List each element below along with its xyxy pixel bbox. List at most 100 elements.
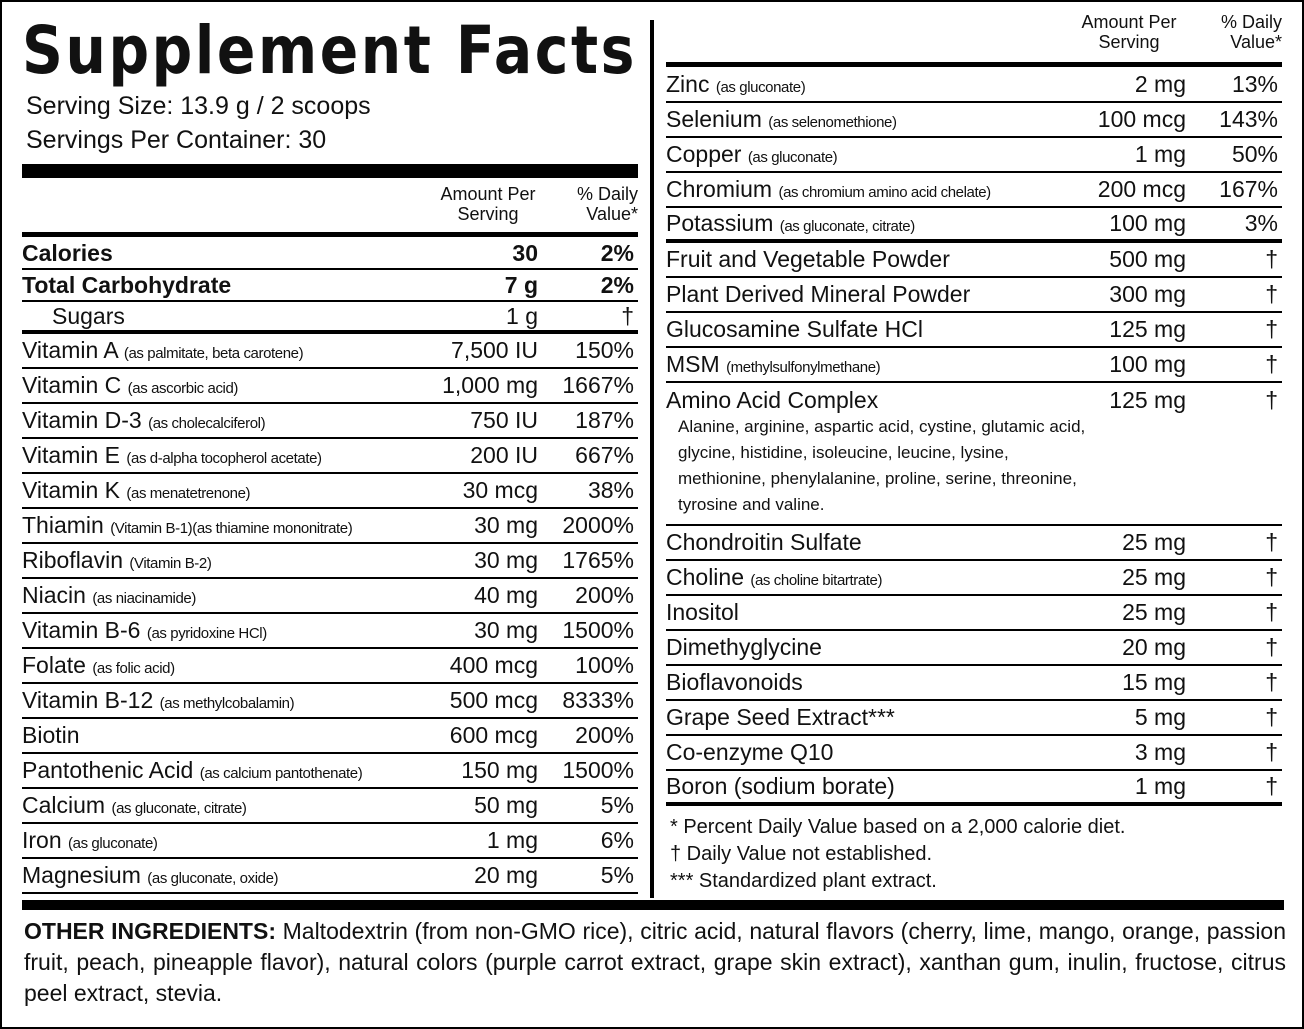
daily-value: 1667%: [562, 372, 634, 398]
nutrient-cell: Fruit and Vegetable Powder: [666, 246, 1056, 273]
nutrient-note: (as gluconate): [747, 149, 838, 166]
daily-value: 200%: [575, 722, 634, 748]
nutrient-note: (as gluconate, citrate): [111, 800, 247, 817]
nutrient-name: Dimethyglycine: [666, 634, 822, 660]
nutrient-row: MSM (methylsulfonylmethane) 100 mg †: [666, 348, 1282, 383]
nutrient-note: (as gluconate, citrate): [779, 218, 915, 235]
amount-header: Amount Per Serving: [440, 184, 536, 224]
daily-value: 667%: [575, 442, 634, 468]
right-rows: Zinc (as gluconate) 2 mg 13% Selenium (as s…: [666, 68, 1282, 895]
amount: 3 mg: [1134, 739, 1186, 765]
nutrient-row: Choline (as choline bitartrate) 25 mg †: [666, 561, 1282, 596]
nutrient-cell: Vitamin A (as palmitate, beta carotene): [22, 337, 418, 364]
daily-value: †: [1265, 599, 1278, 625]
amount: 300 mg: [1109, 281, 1186, 307]
nutrient-cell: Vitamin D-3 (as cholecalciferol): [22, 407, 418, 434]
nutrient-note: (as chromium amino acid chelate): [778, 184, 991, 201]
nutrient-cell: Choline (as choline bitartrate): [666, 564, 1056, 591]
amount: 25 mg: [1122, 564, 1186, 590]
nutrient-name: Vitamin B-6: [22, 617, 141, 643]
servings-per-container: Servings Per Container: 30: [26, 126, 327, 154]
amount: 125 mg: [1109, 316, 1186, 342]
nutrient-cell: MSM (methylsulfonylmethane): [666, 351, 1056, 378]
nutrient-note: (as menatetrenone): [126, 485, 251, 502]
other-ingredients-label: OTHER INGREDIENTS:: [24, 918, 276, 944]
daily-value: 13%: [1231, 71, 1278, 97]
amount: 200 IU: [470, 442, 538, 468]
amount: 30 mg: [474, 617, 538, 643]
daily-value: 5%: [600, 792, 634, 818]
nutrient-row: Vitamin B-12 (as methylcobalamin) 500 mcg…: [22, 684, 638, 719]
nutrient-row: Fruit and Vegetable Powder 500 mg †: [666, 243, 1282, 278]
daily-value: 38%: [587, 477, 634, 503]
divider: [666, 62, 1282, 67]
nutrient-cell: Zinc (as gluconate): [666, 71, 1056, 98]
nutrient-note: (methylsulfonylmethane): [726, 359, 881, 376]
nutrient-name: Riboflavin: [22, 547, 123, 573]
nutrient-cell: Vitamin E (as d-alpha tocopherol acetate…: [22, 442, 418, 469]
nutrient-name: Folate: [22, 652, 86, 678]
nutrient-note: (as d-alpha tocopherol acetate): [126, 450, 322, 467]
amount: 500 mg: [1109, 246, 1186, 272]
nutrient-cell: Calories: [22, 240, 418, 267]
nutrient-cell: Vitamin B-12 (as methylcobalamin): [22, 687, 418, 714]
nutrient-cell: Plant Derived Mineral Powder: [666, 281, 1056, 308]
nutrient-cell: Chondroitin Sulfate: [666, 529, 1056, 556]
nutrient-name: Fruit and Vegetable Powder: [666, 246, 950, 272]
column-divider: [650, 20, 654, 898]
daily-value: †: [1265, 529, 1278, 555]
amount: 20 mg: [474, 862, 538, 888]
nutrient-row: Vitamin E (as d-alpha tocopherol acetate…: [22, 439, 638, 474]
nutrient-note: (as methylcobalamin): [159, 695, 295, 712]
nutrient-row: Vitamin D-3 (as cholecalciferol) 750 IU 18…: [22, 404, 638, 439]
nutrient-row: Dimethyglycine 20 mg †: [666, 631, 1282, 666]
daily-value: 50%: [1231, 141, 1278, 167]
amount: 100 mg: [1109, 210, 1186, 236]
daily-value: †: [1265, 739, 1278, 765]
daily-value: 6%: [600, 827, 634, 853]
nutrient-name: Grape Seed Extract***: [666, 704, 895, 730]
nutrient-name: Total Carbohydrate: [22, 271, 232, 298]
daily-value: †: [1265, 246, 1278, 272]
amount: 500 mcg: [449, 687, 538, 713]
nutrient-row: Grape Seed Extract*** 5 mg †: [666, 701, 1282, 736]
nutrient-row: Folate (as folic acid) 400 mcg 100%: [22, 649, 638, 684]
nutrient-cell: Calcium (as gluconate, citrate): [22, 792, 418, 819]
amount: 400 mcg: [449, 652, 538, 678]
daily-value: †: [621, 302, 634, 329]
nutrient-name: MSM: [666, 351, 720, 377]
nutrient-name: Vitamin D-3: [22, 407, 142, 433]
nutrient-cell: Folate (as folic acid): [22, 652, 418, 679]
nutrient-name: Boron (sodium borate): [666, 773, 895, 799]
left-rows: Calories 30 2% Total Carbohydrate 7 g 2% Sugar…: [22, 238, 638, 894]
amount: 15 mg: [1122, 669, 1186, 695]
nutrient-name: Selenium: [666, 106, 762, 132]
nutrient-row: Biotin 600 mcg 200%: [22, 719, 638, 754]
nutrient-note: (Vitamin B-1)(as thiamine mononitrate): [110, 520, 353, 537]
nutrient-note: (Vitamin B-2): [129, 555, 212, 572]
spacer: [22, 182, 416, 224]
nutrient-name: Vitamin K: [22, 477, 121, 503]
daily-value: †: [1265, 773, 1278, 799]
nutrient-row: Thiamin (Vitamin B-1)(as thiamine mononi…: [22, 509, 638, 544]
nutrient-row: Vitamin C (as ascorbic acid) 1,000 mg 1667…: [22, 369, 638, 404]
nutrient-row: Zinc (as gluconate) 2 mg 13%: [666, 68, 1282, 103]
footnote: * Percent Daily Value based on a 2,000 c…: [670, 816, 1126, 838]
nutrient-row: Calcium (as gluconate, citrate) 50 mg 5%: [22, 789, 638, 824]
nutrient-cell: Pantothenic Acid (as calcium pantothenat…: [22, 757, 418, 784]
other-ingredients-text: Maltodextrin (from non-GMO rice), citric…: [24, 918, 1287, 1006]
daily-value: 143%: [1219, 106, 1278, 132]
amount: 30 mg: [474, 547, 538, 573]
nutrient-name: Vitamin A: [22, 337, 118, 363]
daily-value: †: [1265, 387, 1278, 413]
amount: 40 mg: [474, 582, 538, 608]
footnotes: * Percent Daily Value based on a 2,000 c…: [666, 806, 1282, 895]
nutrient-note: (as folic acid): [92, 660, 175, 677]
nutrient-name: Pantothenic Acid: [22, 757, 194, 783]
nutrient-note: (as ascorbic acid): [127, 380, 239, 397]
daily-value: 150%: [575, 337, 634, 363]
daily-value: 8333%: [562, 687, 634, 713]
nutrient-row: Amino Acid Complex 125 mg † Alanine, argini…: [666, 383, 1282, 526]
amount: 100 mcg: [1097, 106, 1186, 132]
